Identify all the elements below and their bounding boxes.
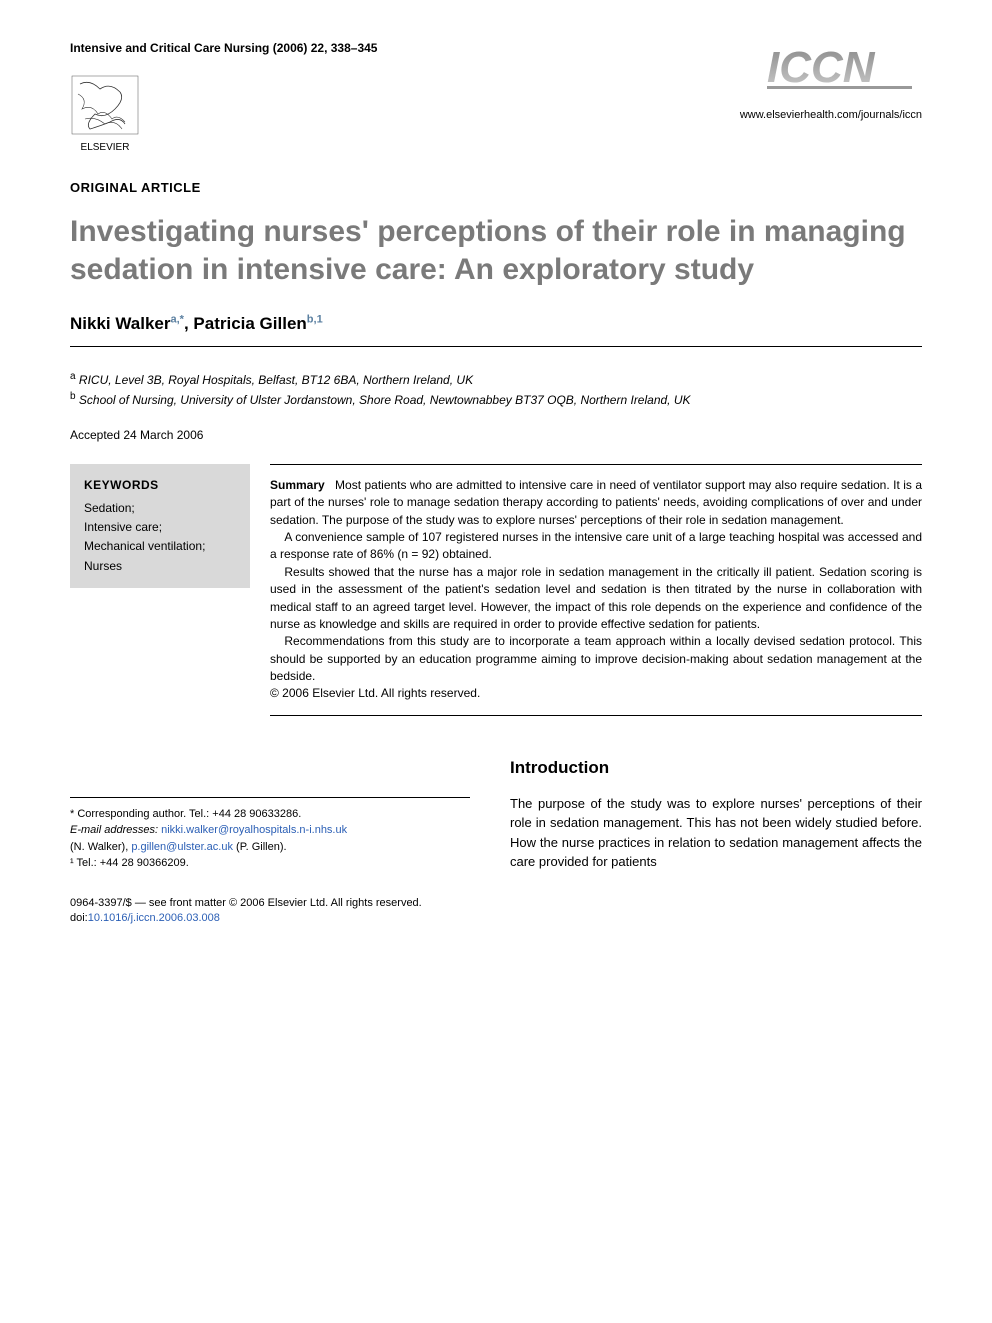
introduction-section: Introduction The purpose of the study wa…: [510, 756, 922, 872]
correspondence-box: * Corresponding author. Tel.: +44 28 906…: [70, 797, 470, 872]
keyword-1: Sedation;: [84, 499, 236, 518]
elsevier-logo: ELSEVIER: [70, 74, 140, 154]
email-line-2: (N. Walker), p.gillen@ulster.ac.uk (P. G…: [70, 839, 470, 856]
keywords-heading: KEYWORDS: [84, 476, 236, 495]
author-1: Nikki Walker: [70, 314, 170, 333]
header-right: ICCN www.elsevierhealth.com/journals/icc…: [740, 40, 922, 124]
iccn-logo: ICCN: [762, 40, 922, 95]
journal-url: www.elsevierhealth.com/journals/iccn: [740, 108, 922, 123]
summary-p3: Results showed that the nurse has a majo…: [270, 564, 922, 634]
author-list: Nikki Walkera,*, Patricia Gillenb,1: [70, 312, 922, 336]
aff-b: School of Nursing, University of Ulster …: [76, 393, 691, 407]
summary-copyright: © 2006 Elsevier Ltd. All rights reserved…: [270, 685, 922, 702]
author-2-sup: b,1: [307, 314, 323, 326]
summary-p4: Recommendations from this study are to i…: [270, 633, 922, 685]
footer-copyright: 0964-3397/$ — see front matter © 2006 El…: [70, 896, 922, 911]
author-2: Patricia Gillen: [193, 314, 306, 333]
introduction-heading: Introduction: [510, 756, 922, 780]
footer: 0964-3397/$ — see front matter © 2006 El…: [70, 896, 922, 927]
aff-a: RICU, Level 3B, Royal Hospitals, Belfast…: [76, 373, 474, 387]
keyword-3: Mechanical ventilation;: [84, 537, 236, 556]
email-1[interactable]: nikki.walker@royalhospitals.n-i.nhs.uk: [161, 824, 347, 836]
summary-box: Summary Most patients who are admitted t…: [270, 464, 922, 716]
keywords-box: KEYWORDS Sedation; Intensive care; Mecha…: [70, 464, 250, 588]
author-1-sup: a,*: [170, 314, 183, 326]
header-row: Intensive and Critical Care Nursing (200…: [70, 40, 922, 159]
intro-row: * Corresponding author. Tel.: +44 28 906…: [70, 756, 922, 872]
corresponding-author: * Corresponding author. Tel.: +44 28 906…: [70, 806, 470, 823]
affiliations: a RICU, Level 3B, Royal Hospitals, Belfa…: [70, 369, 922, 409]
article-title: Investigating nurses' perceptions of the…: [70, 213, 922, 288]
author-2-short: (P. Gillen).: [233, 841, 287, 853]
author-1-short: (N. Walker),: [70, 841, 131, 853]
summary-p2: A convenience sample of 107 registered n…: [270, 529, 922, 564]
svg-text:ELSEVIER: ELSEVIER: [81, 142, 130, 153]
summary-label: Summary: [270, 478, 325, 492]
article-type: ORIGINAL ARTICLE: [70, 179, 922, 197]
footer-doi: doi:10.1016/j.iccn.2006.03.008: [70, 911, 922, 926]
email-line: E-mail addresses: nikki.walker@royalhosp…: [70, 822, 470, 839]
accepted-date: Accepted 24 March 2006: [70, 427, 922, 444]
header-left: Intensive and Critical Care Nursing (200…: [70, 40, 740, 159]
doi-link[interactable]: 10.1016/j.iccn.2006.03.008: [88, 912, 220, 924]
introduction-text: The purpose of the study was to explore …: [510, 794, 922, 872]
tel-2: ¹ Tel.: +44 28 90366209.: [70, 855, 470, 872]
author-divider: [70, 346, 922, 347]
email-label: E-mail addresses:: [70, 824, 161, 836]
summary-p1: Summary Most patients who are admitted t…: [270, 477, 922, 529]
keyword-4: Nurses: [84, 557, 236, 576]
keyword-2: Intensive care;: [84, 518, 236, 537]
journal-reference: Intensive and Critical Care Nursing (200…: [70, 40, 740, 57]
svg-text:ICCN: ICCN: [767, 43, 876, 92]
content-row: KEYWORDS Sedation; Intensive care; Mecha…: [70, 464, 922, 716]
email-2[interactable]: p.gillen@ulster.ac.uk: [131, 841, 233, 853]
